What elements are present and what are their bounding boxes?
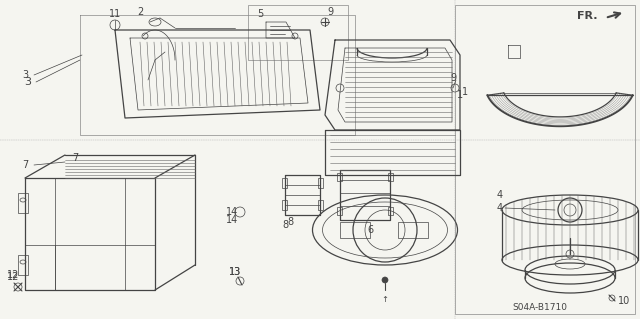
- Text: 1: 1: [457, 90, 463, 100]
- Text: 7: 7: [22, 160, 28, 170]
- Text: 14: 14: [226, 207, 238, 217]
- Text: 3: 3: [22, 70, 28, 80]
- Text: 8: 8: [287, 217, 293, 227]
- Text: 13: 13: [229, 267, 241, 277]
- Text: 1: 1: [462, 87, 468, 97]
- Text: 12: 12: [7, 272, 19, 282]
- Text: 5: 5: [257, 9, 263, 19]
- Text: S04A-B1710: S04A-B1710: [513, 302, 568, 311]
- Text: 13: 13: [229, 267, 241, 277]
- Text: 11: 11: [109, 9, 121, 19]
- Bar: [455, 5, 635, 314]
- Text: ↑: ↑: [381, 295, 388, 305]
- Text: 14: 14: [226, 215, 238, 225]
- Text: 2: 2: [137, 7, 143, 17]
- Text: 9: 9: [327, 7, 333, 17]
- Bar: [18, 193, 28, 213]
- Text: 9: 9: [450, 73, 456, 83]
- Bar: [337, 173, 342, 181]
- Text: 6: 6: [367, 225, 373, 235]
- Bar: [318, 178, 323, 188]
- Text: 10: 10: [618, 296, 630, 306]
- Bar: [398, 222, 428, 238]
- Bar: [337, 207, 342, 215]
- Bar: [388, 207, 393, 215]
- Text: 4: 4: [497, 203, 503, 213]
- Bar: [340, 222, 370, 238]
- Bar: [18, 255, 28, 275]
- Text: 4: 4: [497, 190, 503, 200]
- Bar: [318, 200, 323, 210]
- Circle shape: [382, 277, 388, 283]
- Bar: [282, 200, 287, 210]
- Bar: [282, 178, 287, 188]
- Bar: [248, 5, 348, 60]
- Text: FR.: FR.: [577, 11, 598, 21]
- Text: 8: 8: [282, 220, 288, 230]
- Text: 7: 7: [72, 153, 78, 163]
- Text: 3: 3: [24, 77, 31, 87]
- Bar: [388, 173, 393, 181]
- Text: 12: 12: [7, 270, 19, 280]
